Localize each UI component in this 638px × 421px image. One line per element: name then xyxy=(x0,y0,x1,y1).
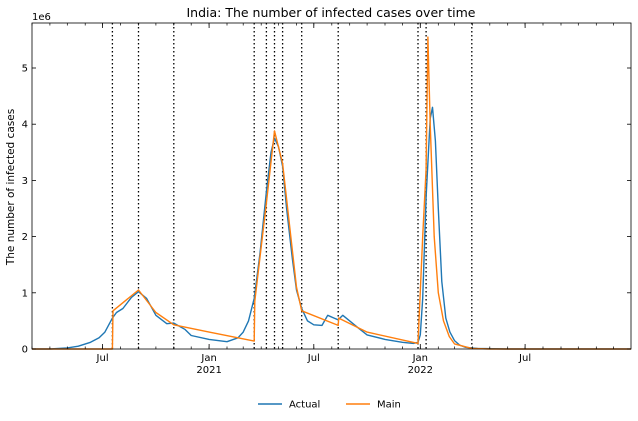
y-tick-label-3: 3 xyxy=(22,176,28,187)
y-tick-label-0: 0 xyxy=(22,345,28,356)
x-tick-sublabel-1: 2021 xyxy=(196,365,221,376)
x-tick-label-2: Jul xyxy=(307,353,320,364)
legend-label-actual: Actual xyxy=(289,400,320,411)
x-tick-label-0: Jul xyxy=(96,353,109,364)
legend-label-main: Main xyxy=(377,400,401,411)
y-tick-label-4: 4 xyxy=(22,120,28,131)
y-tick-label-2: 2 xyxy=(22,232,28,243)
x-tick-sublabel-3: 2022 xyxy=(408,365,433,376)
x-tick-label-1: Jan xyxy=(200,353,216,364)
y-tick-label-1: 1 xyxy=(22,288,28,299)
x-tick-label-3: Jan xyxy=(412,353,428,364)
plot-frame xyxy=(31,22,632,350)
legend: Actual Main xyxy=(258,400,401,411)
y-offset-label: 1e6 xyxy=(32,12,51,23)
y-axis-label: The number of infected cases xyxy=(5,109,17,266)
change-point-lines xyxy=(111,23,473,349)
chart-title: India: The number of infected cases over… xyxy=(186,5,475,20)
series-line-actual xyxy=(32,106,631,350)
series-layer xyxy=(32,36,631,350)
y-tick-label-5: 5 xyxy=(22,64,28,75)
series-line-main xyxy=(32,36,631,350)
x-tick-label-4: Jul xyxy=(518,353,531,364)
